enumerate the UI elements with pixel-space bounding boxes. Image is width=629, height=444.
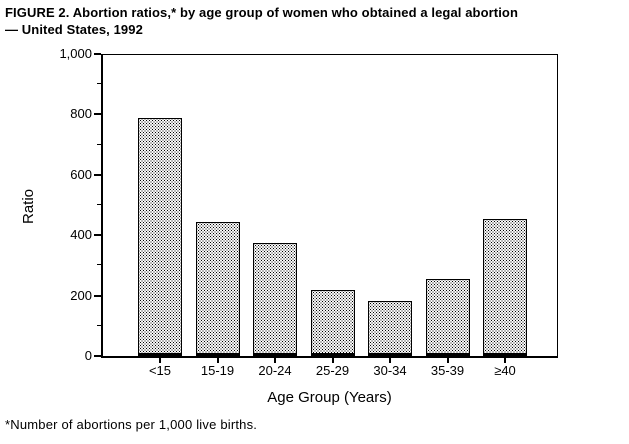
bar-≥40 [483,219,527,356]
y-tick-label: 200 [70,287,92,303]
x-tick [331,357,334,363]
x-tick-label: 20-24 [258,363,292,378]
bar-<15 [138,118,182,356]
x-tick [274,357,276,363]
y-major-tick [94,113,101,116]
y-minor-tick [97,204,101,205]
y-minor-tick [97,83,101,85]
y-tick-label: 400 [70,227,92,243]
y-major-tick [94,173,101,176]
x-tick [389,357,391,363]
x-tick-label: <15 [148,363,172,378]
y-major-tick [94,234,101,237]
y-minor-tick [97,324,101,326]
bar-30-34 [368,300,412,356]
y-tick-label: 800 [70,106,92,122]
x-tick-label: 25-29 [315,363,350,378]
x-tick-label: 35-39 [430,363,465,378]
figure-title-line2: — United States, 1992 [5,22,143,37]
y-tick-label: 600 [70,166,92,182]
y-major-tick [94,355,101,357]
y-minor-tick [97,264,101,266]
bar-15-19 [195,222,240,356]
figure-title-line1: FIGURE 2. Abortion ratios,* by age group… [5,5,519,20]
x-tick [159,357,161,363]
bar-20-24 [253,243,297,356]
y-minor-tick [97,143,101,145]
bar-35-39 [425,278,470,356]
x-tick [216,357,219,363]
y-tick-label: 1,000 [59,46,92,61]
footnote: *Number of abortions per 1,000 live birt… [5,417,258,432]
y-tick-label: 0 [84,348,92,363]
x-tick [504,357,506,363]
x-tick-label: 15-19 [200,363,235,378]
y-major-tick [94,294,101,297]
plot-area [101,54,558,358]
x-tick-label: 30-34 [373,363,407,378]
x-tick-label: ≥40 [494,363,516,378]
x-axis-title: Age Group (Years) [267,389,392,406]
y-major-tick [94,53,101,55]
x-tick [446,357,449,363]
figure-title: FIGURE 2. Abortion ratios,* by age group… [5,4,627,38]
bar-25-29 [310,289,355,356]
